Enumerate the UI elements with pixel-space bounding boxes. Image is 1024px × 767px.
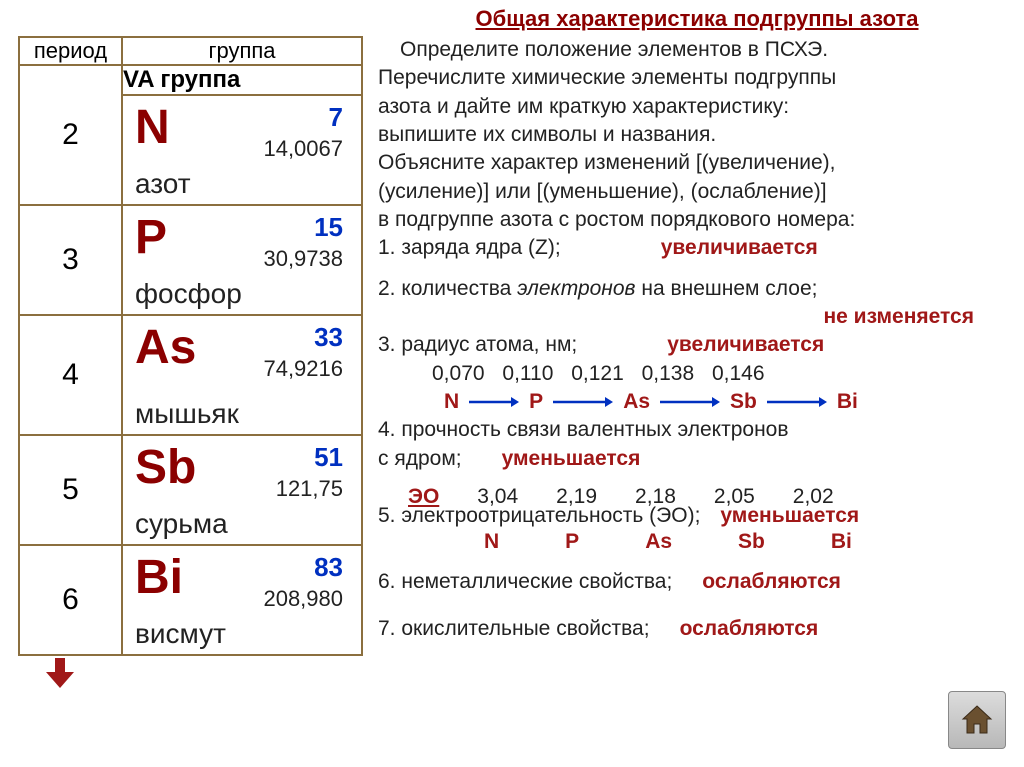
element-cell-sb: Sb 51 121,75 сурьма [123,436,361,544]
header-group: группа [122,37,362,65]
period-5: 5 [19,435,122,545]
symbol: As [135,320,196,375]
question-5: 5. электроотрицательность (ЭО); уменьшае… [378,502,1014,530]
elem-label: N [484,528,499,556]
elem-label: Sb [738,528,765,556]
q2-em: электронов [517,277,635,300]
elem-label: N [444,388,459,416]
atomic-mass: 121,75 [276,476,343,502]
page-title: Общая характеристика подгруппы азота [370,0,1024,32]
q6-answer: ослабляются [702,568,841,596]
element-cell-p: P 15 30,9738 фосфор [123,206,361,314]
intro-line: Определите положение элементов в ПСХЭ. [378,36,1014,64]
q4-text-b: с ядром; [378,445,462,473]
atomic-number: 51 [314,442,343,473]
element-cell-n: N 7 14,0067 азот [123,96,361,204]
down-arrow-icon [46,658,368,696]
intro-line: Перечислите химические элементы подгрупп… [378,64,1014,92]
intro-line: азота и дайте им краткую характеристику: [378,93,1014,121]
intro-line: выпишите их символы и названия. [378,121,1014,149]
question-4a: 4. прочность связи валентных электронов [378,416,1014,444]
elem-label: As [623,388,650,416]
symbol: Sb [135,440,196,495]
atomic-mass: 74,9216 [263,356,343,382]
q3-answer: увеличивается [667,331,824,359]
element-name: висмут [135,618,226,650]
atomic-mass: 208,980 [263,586,343,612]
atomic-mass: 30,9738 [263,246,343,272]
q7-answer: ослабляются [680,615,819,643]
radii-values: 0,070 0,110 0,121 0,138 0,146 [378,360,1014,388]
element-name: азот [135,168,191,200]
atomic-number: 33 [314,322,343,353]
atomic-number: 7 [329,102,343,133]
left-column: период группа 2 VA группа N 7 14,0067 аз… [18,36,368,696]
element-name: фосфор [135,278,242,310]
element-name: мышьяк [135,398,239,430]
elem-label: Bi [837,388,858,416]
element-cell-bi: Bi 83 208,980 висмут [123,546,361,654]
question-3: 3. радиус атома, нм; увеличивается [378,331,1014,359]
atomic-number: 15 [314,212,343,243]
element-arrow-row: N P As Sb Bi [378,388,1014,416]
question-2: 2. количества электронов на внешнем слое… [378,275,1014,303]
elem-label: As [645,528,672,556]
arrow-icon [469,396,519,408]
arrow-icon [660,396,720,408]
elem-label: Bi [831,528,852,556]
elem-label: P [529,388,543,416]
atomic-number: 83 [314,552,343,583]
intro-line: (усиление)] или [(уменьшение), (ослаблен… [378,178,1014,206]
question-7: 7. окислительные свойства; ослабляются [378,615,1014,643]
element-row-2: N P As Sb Bi [378,528,1014,556]
q5-answer: уменьшается [720,502,859,530]
period-3: 3 [19,205,122,315]
q1-answer: увеличивается [661,234,818,262]
question-6: 6. неметаллические свойства; ослабляются [378,568,1014,596]
atomic-mass: 14,0067 [263,136,343,162]
right-column: Определите положение элементов в ПСХЭ. П… [368,36,1014,696]
period-4: 4 [19,315,122,435]
elem-label: P [565,528,579,556]
q5-text: 5. электроотрицательность (ЭО); [378,502,700,530]
q7-text: 7. окислительные свойства; [378,615,650,643]
q2-text-b: на внешнем слое; [636,277,818,300]
intro-line: в подгруппе азота с ростом порядкового н… [378,206,1014,234]
q1-text: 1. заряда ядра (Z); [378,234,561,262]
main-layout: период группа 2 VA группа N 7 14,0067 аз… [0,32,1024,696]
symbol: Bi [135,550,183,605]
period-2: 2 [19,65,122,205]
q6-text: 6. неметаллические свойства; [378,568,672,596]
group-label: VA группа [122,65,362,95]
symbol: N [135,100,170,155]
question-4b: с ядром; уменьшается [378,445,1014,473]
symbol: P [135,210,167,265]
arrow-icon [553,396,613,408]
question-1: 1. заряда ядра (Z); увеличивается [378,234,1014,262]
element-cell-as: As 33 74,9216 мышьяк [123,316,361,434]
home-icon [960,703,994,737]
q3-text: 3. радиус атома, нм; [378,331,577,359]
period-6: 6 [19,545,122,655]
q2-text-a: 2. количества [378,277,517,300]
header-period: период [19,37,122,65]
periodic-table: период группа 2 VA группа N 7 14,0067 аз… [18,36,363,656]
arrow-icon [767,396,827,408]
q4-answer: уменьшается [502,445,641,473]
element-name: сурьма [135,508,228,540]
elem-label: Sb [730,388,757,416]
q2-answer: не изменяется [823,303,1014,331]
intro-line: Объясните характер изменений [(увеличени… [378,149,1014,177]
home-button[interactable] [948,691,1006,749]
